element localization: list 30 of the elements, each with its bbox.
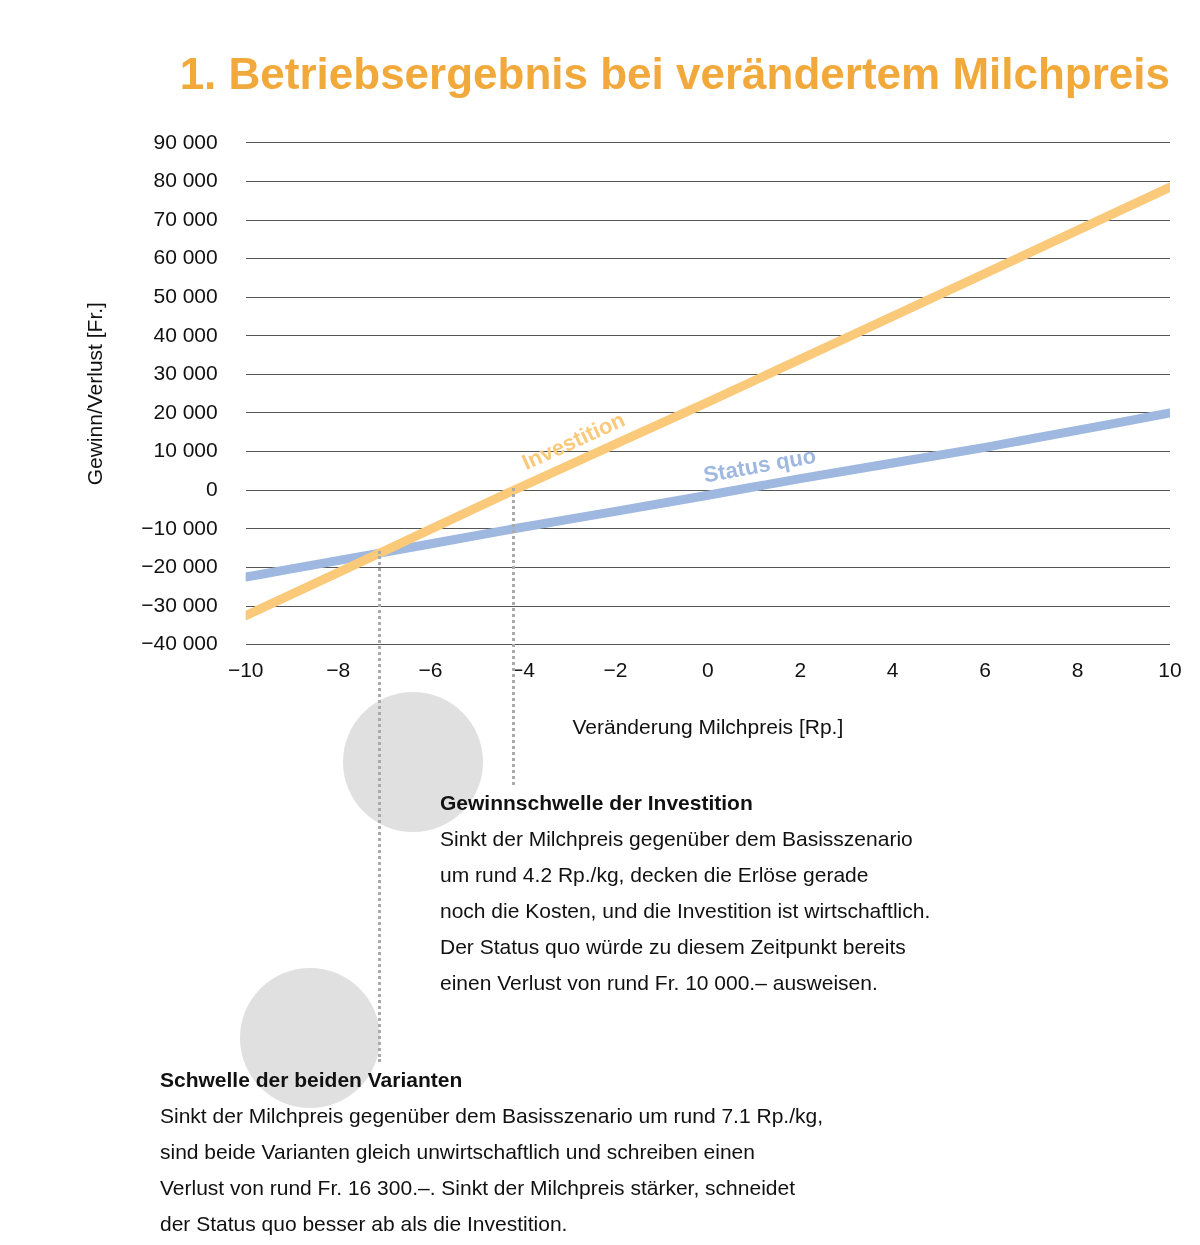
y-tick-label: 30 000 [153,361,218,385]
x-tick-label: −10 [227,658,264,681]
y-tick-label: 0 [206,477,218,500]
y-tick-label: 60 000 [153,245,218,269]
text: Status quo [701,442,818,488]
x-tick-label: 0 [702,658,714,681]
annotation: Schwelle der beiden Varianten Sinkt der Milchpreis gegenüber dem Basisszenario um rund 7.1 Rp./kg, sind beide Varianten gleich unwirtschaftlich und schreiben einen Verlust von rund Fr. 16 300.–. Sinkt der Milchpreis stärker, schneidet der Status quo besser ab als die Investition. [160,1067,823,1237]
y-tick-label: 40 000 [153,322,218,346]
y-tick-label: 10 000 [153,438,218,462]
y-tick-label: 90 000 [153,129,218,153]
y-tick-label: 50 000 [153,284,218,307]
chart-title: 1. Betriebsergebnis bei verändertem Milchpreis [179,48,1170,98]
y-tick-label: −40 000 [141,631,218,655]
x-tick-label: 2 [794,658,807,681]
x-tick-label: 8 [1071,658,1084,681]
x-tick-label: 4 [886,658,899,681]
annotation: Gewinnschwelle der Investition Sinkt der Milchpreis gegenüber dem Basisszenario um rund 4.2 Rp./kg, decken die Erlöse gerade noch die Kosten, und die Investition ist wirtschaftlich. Der Status quo würde zu diesem Zeitpunkt bereits einen Verlust von rund Fr. 10 000.– ausweisen. [440,790,931,996]
y-tick-label: 20 000 [153,399,218,423]
y-axis-title: Gewinn/Verlust [Fr.] [83,302,107,486]
x-axis-title: Veränderung Milchpreis [Rp.] [572,715,844,739]
x-tick-label: 6 [979,658,991,681]
y-tick-label: 80 000 [153,168,218,192]
y-tick-label: 70 000 [153,206,218,230]
x-tick-label: −8 [326,658,351,681]
y-tick-label: −20 000 [141,554,218,578]
x-tick-label: −6 [418,658,443,681]
x-tick-label: 10 [1158,658,1182,681]
y-tick-label: −30 000 [141,592,218,616]
y-tick-label: −10 000 [141,515,218,539]
x-tick-label: −2 [603,658,628,681]
